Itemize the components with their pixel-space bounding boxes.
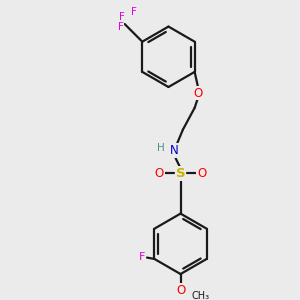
Text: O: O: [197, 167, 206, 180]
Text: O: O: [155, 167, 164, 180]
Text: CH₃: CH₃: [192, 291, 210, 300]
Text: O: O: [176, 284, 185, 297]
Text: F: F: [118, 22, 123, 32]
Text: F: F: [139, 252, 145, 262]
Text: H: H: [157, 143, 165, 154]
Text: F: F: [119, 12, 125, 22]
Text: F: F: [131, 8, 137, 17]
Text: S: S: [176, 167, 185, 180]
Text: O: O: [194, 87, 202, 100]
Text: N: N: [170, 144, 179, 157]
